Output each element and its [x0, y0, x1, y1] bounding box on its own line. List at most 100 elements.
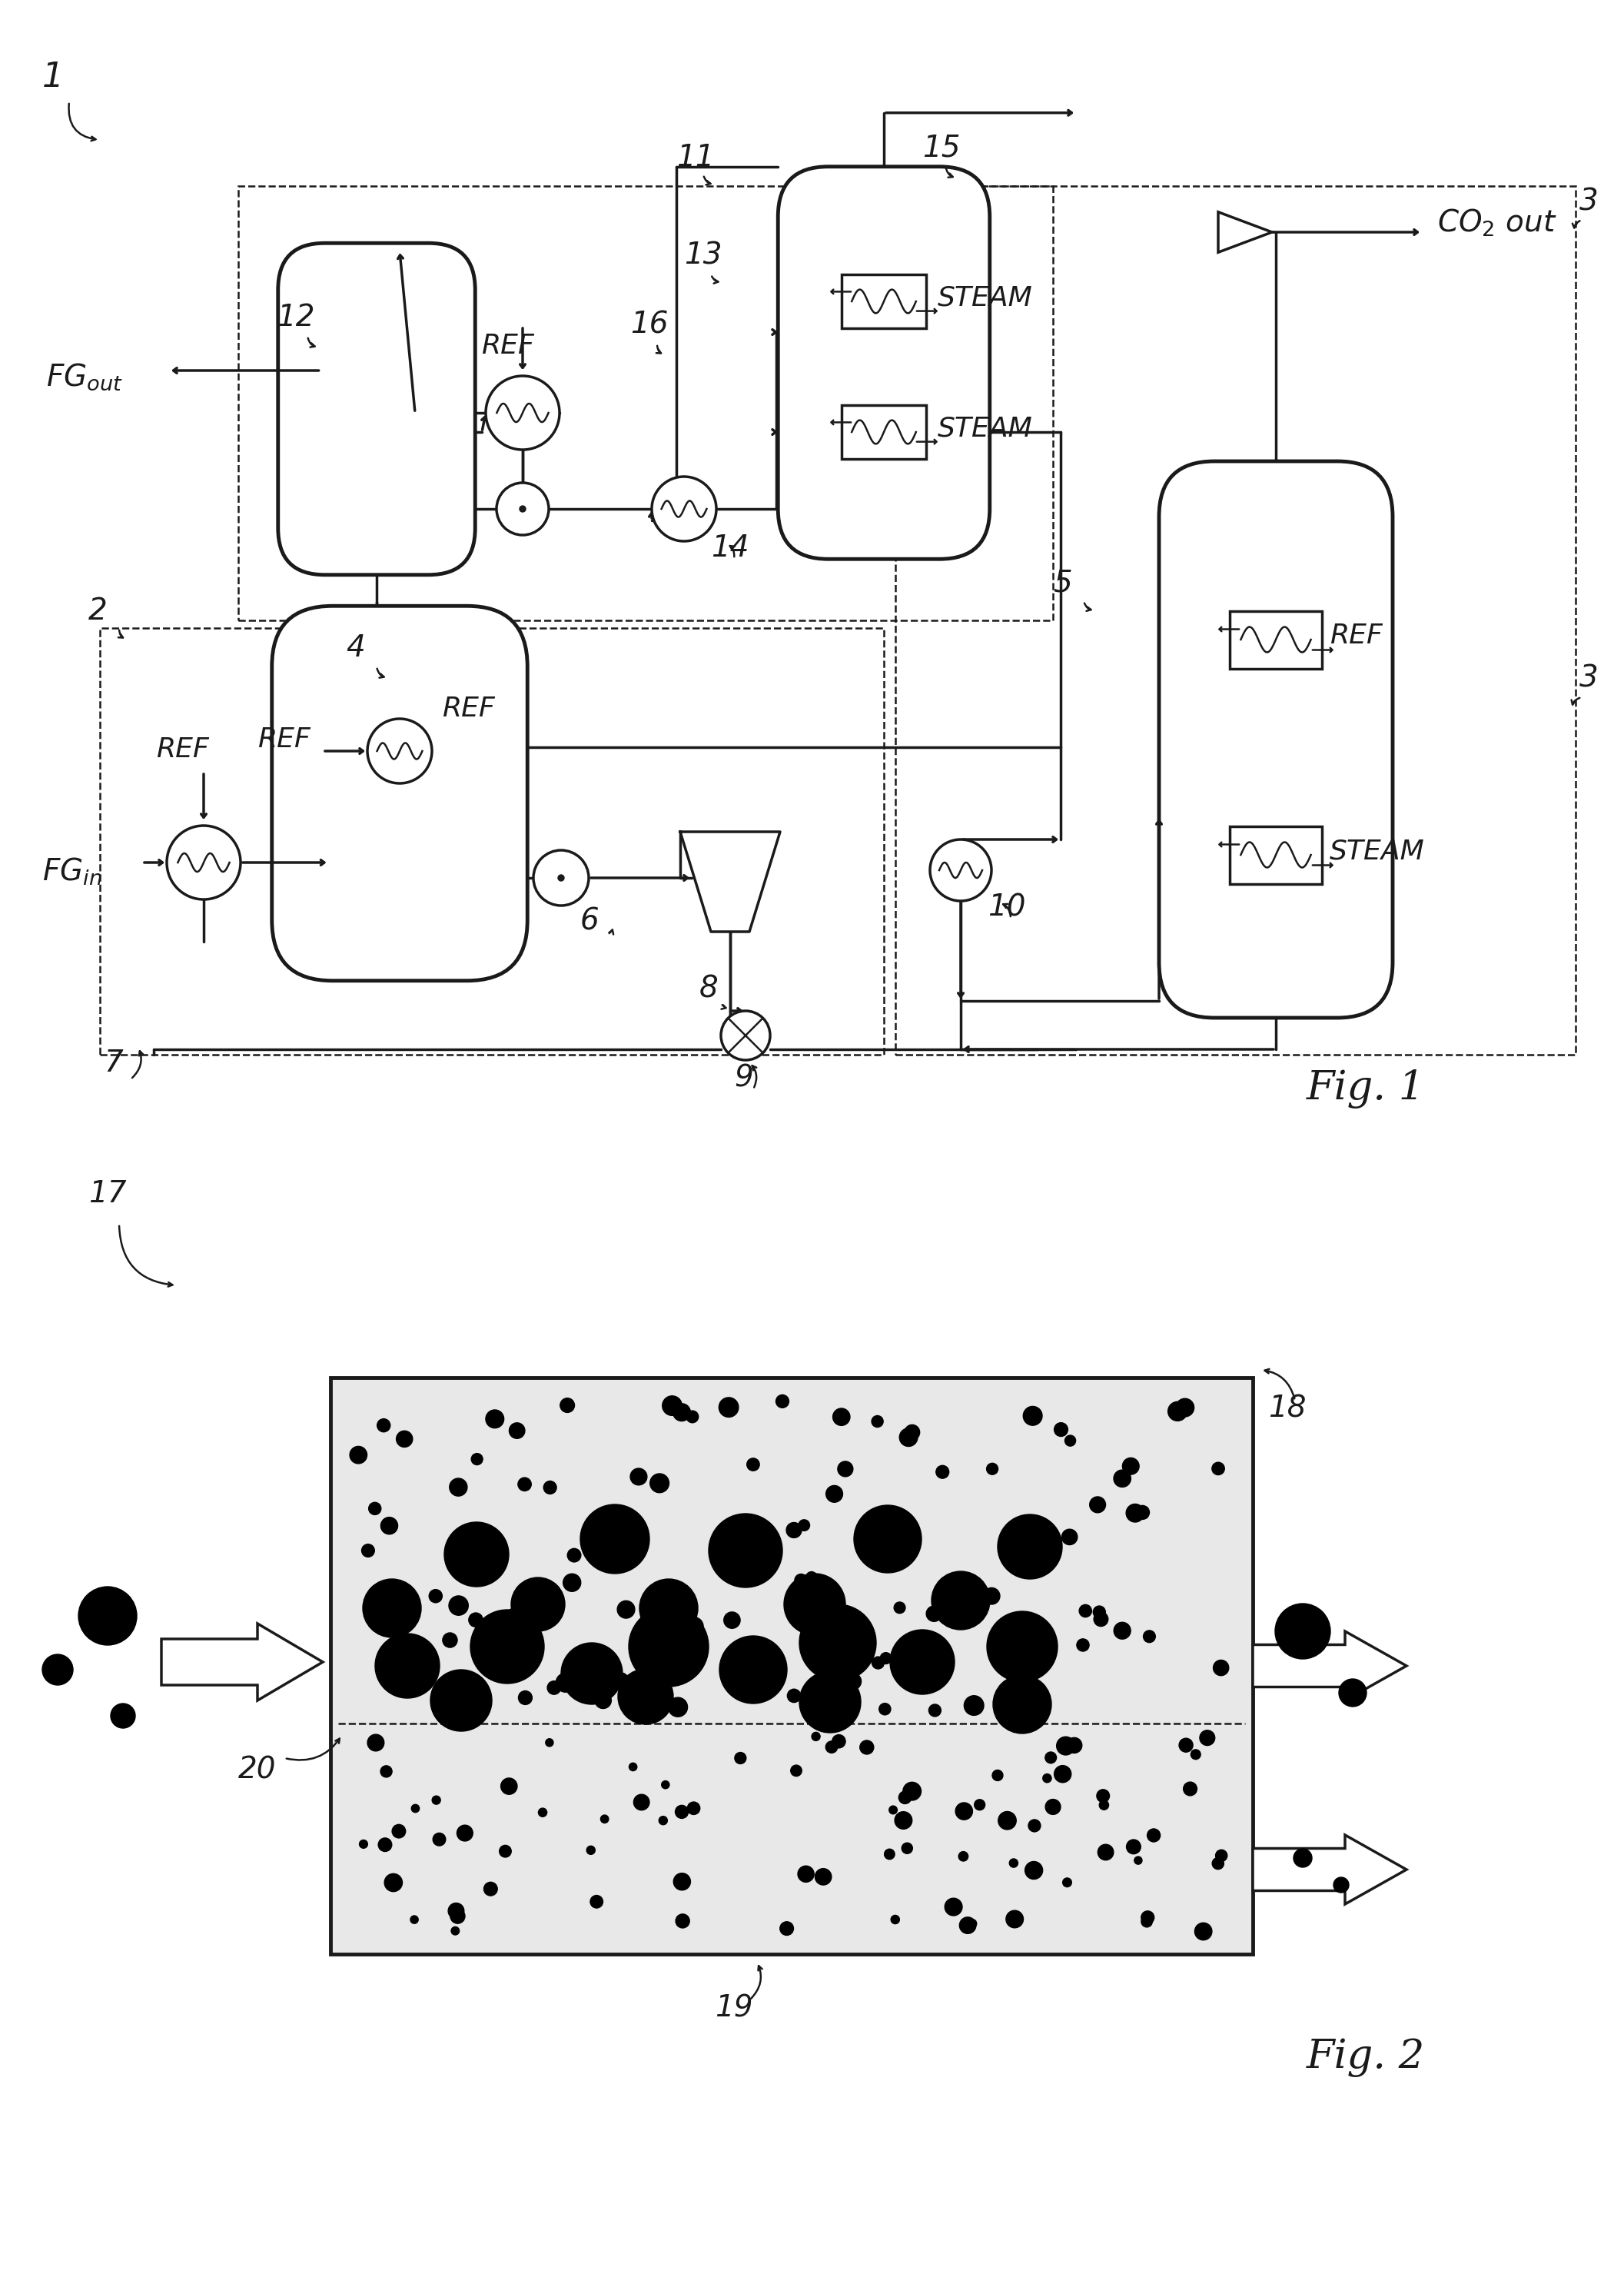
Text: 10: 10 [987, 893, 1026, 922]
Circle shape [429, 1589, 442, 1603]
Circle shape [1122, 1457, 1138, 1475]
Circle shape [1077, 1639, 1090, 1651]
Text: STEAM: STEAM [1330, 838, 1424, 863]
Text: REF: REF [156, 735, 208, 763]
Circle shape [1080, 1605, 1091, 1617]
Circle shape [1338, 1678, 1366, 1705]
Circle shape [663, 1396, 682, 1416]
Circle shape [559, 874, 564, 881]
Circle shape [992, 1769, 1004, 1781]
Circle shape [1093, 1605, 1106, 1619]
Circle shape [892, 1915, 900, 1924]
Circle shape [520, 505, 526, 512]
Circle shape [377, 1419, 390, 1432]
Circle shape [880, 1653, 892, 1664]
Circle shape [448, 1596, 468, 1614]
Circle shape [799, 1671, 861, 1733]
Circle shape [885, 1849, 895, 1860]
Polygon shape [1218, 212, 1272, 253]
Circle shape [430, 1669, 492, 1731]
Circle shape [747, 1457, 760, 1471]
Circle shape [895, 1812, 913, 1828]
Circle shape [987, 1612, 1057, 1683]
Circle shape [628, 1539, 645, 1557]
Text: REF: REF [1330, 622, 1382, 649]
Circle shape [486, 376, 560, 451]
Bar [101, 628, 883, 1054]
Circle shape [451, 1926, 460, 1935]
Bar [895, 187, 1575, 1054]
Circle shape [1057, 1737, 1075, 1756]
Circle shape [786, 1523, 802, 1537]
Circle shape [784, 1573, 846, 1635]
Circle shape [932, 1571, 991, 1630]
Circle shape [580, 1505, 650, 1573]
Circle shape [893, 1603, 905, 1614]
Circle shape [879, 1703, 890, 1715]
Circle shape [872, 1658, 883, 1669]
Circle shape [1028, 1819, 1041, 1831]
Circle shape [594, 1692, 611, 1708]
Circle shape [411, 1803, 419, 1812]
Circle shape [1179, 1737, 1194, 1751]
Circle shape [903, 1537, 914, 1548]
Circle shape [1062, 1879, 1072, 1888]
Circle shape [926, 1605, 942, 1621]
Circle shape [367, 720, 432, 783]
Circle shape [999, 1812, 1017, 1831]
Circle shape [167, 827, 240, 899]
Text: $CO_2\ out$: $CO_2\ out$ [1437, 207, 1557, 239]
Circle shape [1134, 1856, 1142, 1865]
Circle shape [510, 1423, 525, 1439]
Text: 19: 19 [715, 1995, 754, 2024]
Circle shape [450, 1908, 464, 1924]
Circle shape [963, 1592, 976, 1605]
Circle shape [776, 1396, 789, 1407]
Text: $FG_{in}$: $FG_{in}$ [42, 856, 102, 888]
Circle shape [658, 1617, 674, 1630]
Circle shape [1143, 1630, 1155, 1642]
Circle shape [630, 1469, 646, 1485]
Circle shape [650, 1473, 669, 1494]
Circle shape [815, 1869, 831, 1885]
Circle shape [110, 1703, 135, 1728]
Circle shape [1096, 1790, 1109, 1803]
Circle shape [1025, 1863, 1043, 1879]
Text: $FG_{out}$: $FG_{out}$ [45, 362, 123, 392]
Text: 13: 13 [684, 241, 723, 271]
Text: 12: 12 [276, 303, 315, 332]
Circle shape [955, 1803, 973, 1819]
Circle shape [687, 1801, 700, 1815]
Text: 5: 5 [1052, 567, 1072, 597]
Circle shape [1293, 1849, 1312, 1867]
Text: 14: 14 [711, 533, 749, 562]
Circle shape [911, 1649, 927, 1664]
Circle shape [983, 1587, 1000, 1605]
Text: 7: 7 [104, 1047, 123, 1077]
Circle shape [518, 1478, 531, 1491]
Circle shape [1275, 1603, 1330, 1660]
Circle shape [986, 1464, 999, 1475]
Circle shape [794, 1573, 807, 1587]
Circle shape [903, 1783, 921, 1801]
Circle shape [1043, 1774, 1051, 1783]
Polygon shape [161, 1624, 323, 1701]
Circle shape [617, 1601, 635, 1619]
Circle shape [1125, 1505, 1145, 1521]
Circle shape [546, 1740, 554, 1746]
Circle shape [586, 1847, 594, 1853]
FancyBboxPatch shape [778, 166, 989, 560]
Circle shape [719, 1398, 739, 1416]
Text: STEAM: STEAM [937, 414, 1033, 442]
Circle shape [708, 1514, 783, 1587]
Circle shape [901, 1842, 913, 1853]
Circle shape [827, 1485, 843, 1503]
Circle shape [469, 1612, 482, 1628]
Circle shape [512, 1578, 565, 1630]
Circle shape [1195, 1922, 1212, 1940]
Circle shape [1142, 1915, 1153, 1926]
Circle shape [833, 1409, 849, 1425]
FancyBboxPatch shape [271, 606, 528, 981]
Circle shape [1098, 1844, 1114, 1860]
Circle shape [791, 1765, 802, 1776]
